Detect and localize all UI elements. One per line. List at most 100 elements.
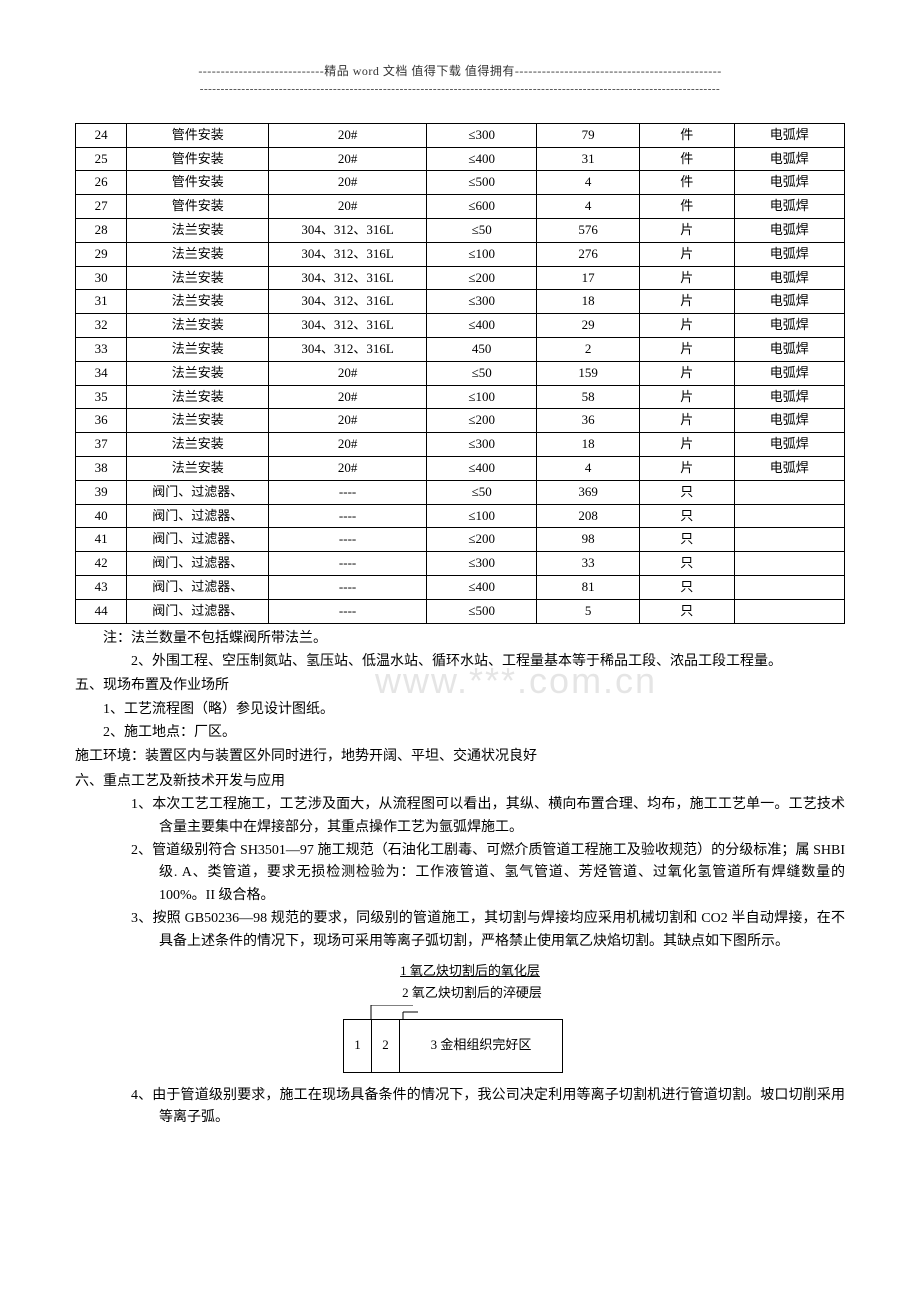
table-cell: 43 (76, 575, 127, 599)
note-2-prefix: 2、 (131, 654, 152, 669)
table-cell: 98 (537, 528, 640, 552)
table-cell: 20# (269, 171, 427, 195)
table-cell: 电弧焊 (734, 337, 844, 361)
table-cell: 管件安装 (127, 171, 269, 195)
section-6-item-1: 1、本次工艺工程施工，工艺涉及面大，从流程图可以看出，其纵、横向布置合理、均布，… (131, 794, 845, 839)
table-row: 36法兰安装20#≤20036片电弧焊 (76, 409, 845, 433)
table-row: 30法兰安装304、312、316L≤20017片电弧焊 (76, 266, 845, 290)
table-cell: 法兰安装 (127, 409, 269, 433)
table-cell: 20# (269, 195, 427, 219)
table-row: 33法兰安装304、312、316L4502片电弧焊 (76, 337, 845, 361)
table-cell: 片 (639, 314, 734, 338)
section-6-title: 六、重点工艺及新技术开发与应用 (75, 771, 845, 793)
table-cell: 只 (639, 599, 734, 623)
table-cell: 件 (639, 147, 734, 171)
table-cell: 42 (76, 552, 127, 576)
section-5-title: 五、现场布置及作业场所 (75, 675, 845, 697)
table-cell: 29 (76, 242, 127, 266)
table-row: 24管件安装20#≤30079件电弧焊 (76, 123, 845, 147)
table-cell: 只 (639, 480, 734, 504)
table-cell: 法兰安装 (127, 218, 269, 242)
table-cell: 40 (76, 504, 127, 528)
table-cell: 20# (269, 147, 427, 171)
table-cell: ---- (269, 575, 427, 599)
table-row: 29法兰安装304、312、316L≤100276片电弧焊 (76, 242, 845, 266)
table-cell: 法兰安装 (127, 266, 269, 290)
table-cell: ≤300 (426, 290, 536, 314)
table-cell: ≤300 (426, 552, 536, 576)
table-cell: 18 (537, 290, 640, 314)
table-cell: ≤50 (426, 218, 536, 242)
table-cell: 20# (269, 433, 427, 457)
table-row: 27管件安装20#≤6004件电弧焊 (76, 195, 845, 219)
table-cell: 20# (269, 123, 427, 147)
table-cell: 30 (76, 266, 127, 290)
table-cell: 件 (639, 171, 734, 195)
table-cell: 电弧焊 (734, 218, 844, 242)
table-cell (734, 575, 844, 599)
table-cell: 只 (639, 528, 734, 552)
table-cell: 只 (639, 575, 734, 599)
table-cell: 片 (639, 385, 734, 409)
table-cell: ≤600 (426, 195, 536, 219)
table-cell: 电弧焊 (734, 361, 844, 385)
table-cell: ---- (269, 528, 427, 552)
table-cell: 208 (537, 504, 640, 528)
table-row: 40阀门、过滤器、----≤100208只 (76, 504, 845, 528)
diagram-connector-icon (343, 1005, 563, 1019)
table-cell: 576 (537, 218, 640, 242)
table-row: 26管件安装20#≤5004件电弧焊 (76, 171, 845, 195)
table-cell: 79 (537, 123, 640, 147)
table-cell: 电弧焊 (734, 266, 844, 290)
table-cell: ≤300 (426, 123, 536, 147)
table-cell: 20# (269, 385, 427, 409)
table-cell: 电弧焊 (734, 290, 844, 314)
table-cell: 41 (76, 528, 127, 552)
table-cell: 电弧焊 (734, 433, 844, 457)
table-row: 37法兰安装20#≤30018片电弧焊 (76, 433, 845, 457)
table-cell: ≤200 (426, 266, 536, 290)
table-cell: 法兰安装 (127, 385, 269, 409)
table-cell: ≤50 (426, 361, 536, 385)
table-cell: 304、312、316L (269, 290, 427, 314)
section-6-item-4: 4、由于管道级别要求，施工在现场具备条件的情况下，我公司决定利用等离子切割机进行… (131, 1085, 845, 1130)
table-row: 32法兰安装304、312、316L≤40029片电弧焊 (76, 314, 845, 338)
section-5-item-2: 2、施工地点：厂区。 (131, 722, 845, 744)
table-cell: 369 (537, 480, 640, 504)
table-cell: 34 (76, 361, 127, 385)
header-line-1: ----------------------------精品 word 文档 值… (75, 62, 845, 81)
table-cell: 电弧焊 (734, 171, 844, 195)
table-cell: 20# (269, 409, 427, 433)
section-6-item-3: 3、按照 GB50236—98 规范的要求，同级别的管道施工，其切割与焊接均应采… (131, 908, 845, 953)
data-table: 24管件安装20#≤30079件电弧焊25管件安装20#≤40031件电弧焊26… (75, 123, 845, 624)
table-cell: 25 (76, 147, 127, 171)
diagram-label-2: 2 氧乙炔切割后的淬硬层 (359, 983, 585, 1004)
table-cell: 39 (76, 480, 127, 504)
table-cell: 24 (76, 123, 127, 147)
table-cell: 片 (639, 290, 734, 314)
table-cell: 片 (639, 266, 734, 290)
note-flange: 注：法兰数量不包括蝶阀所带法兰。 (103, 628, 845, 650)
table-cell: ≤50 (426, 480, 536, 504)
table-cell: 管件安装 (127, 147, 269, 171)
table-cell: ≤100 (426, 385, 536, 409)
table-cell (734, 552, 844, 576)
section-6-item-2: 2、管道级别符合 SH3501—97 施工规范（石油化工剧毒、可燃介质管道工程施… (131, 840, 845, 907)
table-cell: ≤400 (426, 575, 536, 599)
table-cell: 片 (639, 409, 734, 433)
table-cell (734, 504, 844, 528)
table-cell: 5 (537, 599, 640, 623)
table-cell: 件 (639, 123, 734, 147)
table-cell: 法兰安装 (127, 242, 269, 266)
table-cell: 阀门、过滤器、 (127, 599, 269, 623)
table-cell: ≤200 (426, 528, 536, 552)
table-cell: ≤400 (426, 456, 536, 480)
section-5-env: 施工环境：装置区内与装置区外同时进行，地势开阔、平坦、交通状况良好 (75, 746, 845, 768)
table-cell (734, 528, 844, 552)
table-row: 35法兰安装20#≤10058片电弧焊 (76, 385, 845, 409)
table-row: 28法兰安装304、312、316L≤50576片电弧焊 (76, 218, 845, 242)
table-cell: 片 (639, 433, 734, 457)
table-cell: 38 (76, 456, 127, 480)
table-cell: 电弧焊 (734, 123, 844, 147)
table-cell: 18 (537, 433, 640, 457)
